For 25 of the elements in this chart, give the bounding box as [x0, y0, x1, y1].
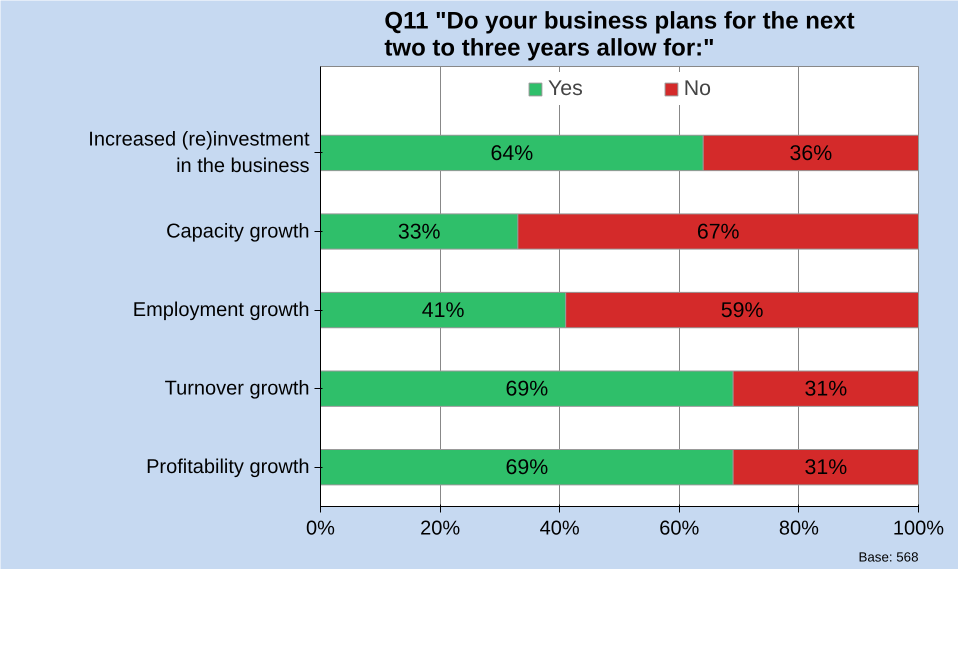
data-label: 64%: [490, 140, 534, 165]
x-tick-label: 0%: [306, 518, 336, 540]
text: Base: 568: [858, 550, 919, 564]
legend-label: No: [684, 76, 712, 101]
data-label: 69%: [505, 376, 548, 401]
x-tick-label: 20%: [420, 518, 460, 540]
data-label: 31%: [804, 455, 848, 480]
data-label: 33%: [398, 220, 441, 244]
data-label: 41%: [422, 298, 464, 322]
y-tick-label: Profitability growth: [146, 456, 310, 478]
data-label: 69%: [505, 455, 548, 480]
data-label: 36%: [790, 140, 832, 165]
data-label: 59%: [720, 298, 764, 322]
y-tick-label: Employment growth: [132, 299, 310, 322]
legend-label: Yes: [548, 76, 583, 101]
y-tick-label: Increased (re)investment in the business: [88, 128, 310, 178]
data-label: 67%: [696, 220, 740, 244]
x-tick-label: 80%: [778, 518, 820, 540]
chart-title: Q11 "Do your business plans for the next two to three years allow for:": [384, 8, 855, 62]
x-tick-label: 40%: [540, 518, 580, 540]
x-tick-label: 100%: [892, 518, 944, 540]
x-tick-label: 60%: [659, 518, 700, 540]
y-tick-label: Turnover growth: [164, 378, 310, 400]
data-label: 31%: [804, 376, 848, 401]
y-tick-label: Capacity growth: [166, 220, 310, 242]
